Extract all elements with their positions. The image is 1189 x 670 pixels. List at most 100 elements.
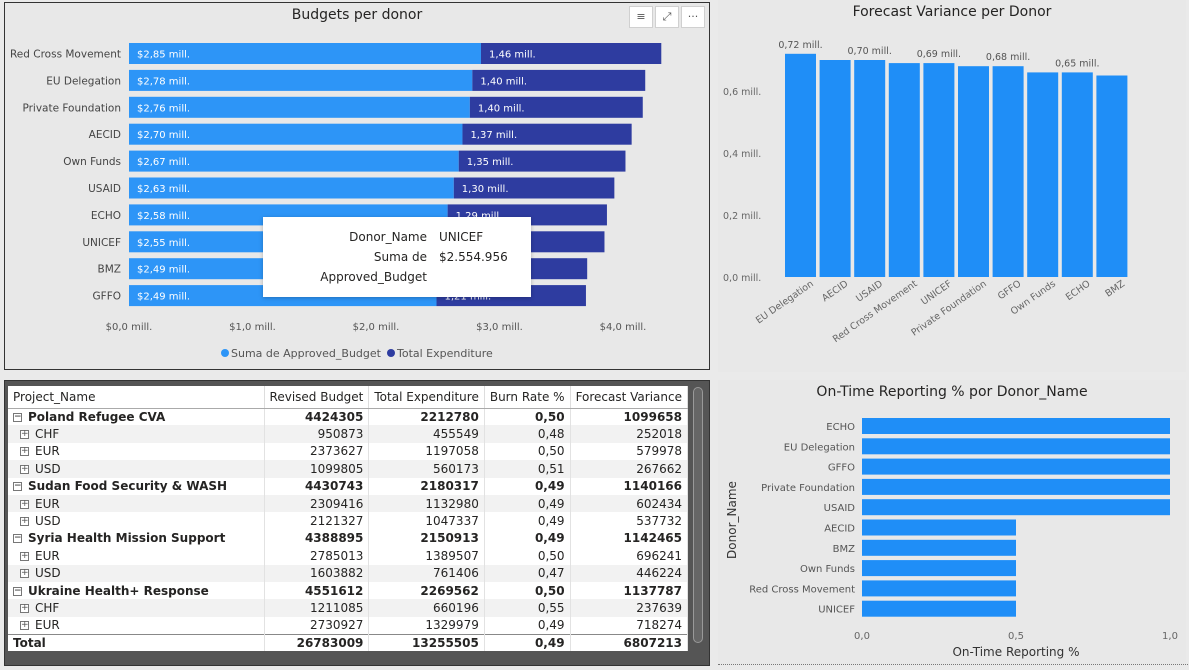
on-time-bar [862,600,1016,617]
cell-text: 1099805 [309,461,364,476]
cell-burn-rate: 0,55 [484,599,571,617]
cell-text: 1132980 [425,496,479,511]
currency-sub-row[interactable]: + USD 1603882 761406 0,47 446224 [8,564,689,582]
y-tick-label: 0,6 mill. [723,87,761,98]
column-header-forecast-variance[interactable]: Forecast Variance [570,386,689,409]
cell-text: CHF [35,600,60,615]
cell-forecast-variance: 718274 [570,616,689,635]
cell-text: 1047337 [425,514,479,529]
forecast-bar [1096,75,1128,277]
approved-data-label: $2,67 mill. [137,157,190,168]
column-header-revised-budget[interactable]: Revised Budget [264,386,370,409]
y-tick-label: 0,0 mill. [723,273,761,284]
expand-icon[interactable]: + [20,429,29,440]
expand-icon[interactable]: + [20,446,29,457]
collapse-icon[interactable]: − [13,411,22,422]
category-label: Private Foundation [761,483,855,494]
matrix-scrollbar[interactable] [693,387,703,643]
cell-revised-budget: 4551612 [264,581,370,600]
matrix-table: Project_Name Revised Budget Total Expend… [8,386,689,652]
total-row[interactable]: Total 26783009 13255505 0,49 6807213 [8,633,689,652]
cell-text: 1329979 [425,618,479,633]
more-options-icon[interactable]: ··· [681,6,705,28]
currency-sub-row[interactable]: + EUR 2730927 1329979 0,49 718274 [8,616,689,635]
cell-text: 4430743 [304,479,364,494]
cell-burn-rate: 0,48 [484,425,571,443]
cell-forecast-variance: 537732 [570,512,689,530]
on-time-bar [862,539,1016,556]
expenditure-data-label: 1,40 mill. [478,103,525,114]
currency-sub-row[interactable]: + USD 1099805 560173 0,51 267662 [8,460,689,478]
cell-text: 4551612 [304,583,364,598]
cell-burn-rate: 0,49 [484,494,571,513]
y-tick-label: 0,4 mill. [723,149,761,160]
cell-project-name: + CHF [8,599,265,617]
approved-budget-bar [129,150,459,172]
currency-sub-row[interactable]: + EUR 2373627 1197058 0,50 579978 [8,442,689,461]
forecast-bar [888,63,920,277]
cell-forecast-variance: 252018 [570,425,689,443]
currency-sub-row[interactable]: + EUR 2309416 1132980 0,49 602434 [8,494,689,513]
column-header-project-name[interactable]: Project_Name [8,386,265,409]
forecast-data-label: 0,65 mill. [1055,58,1099,69]
focus-mode-icon[interactable]: ⤢ [655,6,679,28]
project-group-row[interactable]: − Sudan Food Security & WASH 4430743 218031… [8,477,689,495]
legend-marker-expenditure [387,349,395,357]
collapse-icon[interactable]: − [13,533,22,544]
currency-sub-row[interactable]: + EUR 2785013 1389507 0,50 696241 [8,547,689,565]
cell-text: USD [35,461,61,476]
project-group-row[interactable]: − Ukraine Health+ Response 4551612 2269562 0… [8,581,689,600]
legend-label-expenditure: Total Expenditure [396,347,493,360]
cell-total-expenditure: 1389507 [368,547,485,565]
expand-icon[interactable]: + [20,568,29,579]
collapse-icon[interactable]: − [13,481,22,492]
cell-text: 579978 [636,444,682,459]
expand-icon[interactable]: + [20,550,29,561]
budgets-per-donor-visual[interactable]: Budgets per donor ≡ ⤢ ··· Red Cross Move… [4,2,710,370]
approved-data-label: $2,76 mill. [137,103,190,114]
expenditure-data-label: 1,21 mill. [445,292,492,303]
expand-icon[interactable]: + [20,463,29,474]
expand-icon[interactable]: + [20,516,29,527]
cell-project-name: + CHF [8,425,265,443]
expenditure-data-label: 1,40 mill. [480,76,527,87]
on-time-reporting-visual[interactable]: On-Time Reporting % por Donor_Name ECHO E… [718,380,1186,664]
budgets-chart-title: Budgets per donor [291,7,423,23]
expand-icon[interactable]: + [20,620,29,631]
cell-text: 0,55 [537,600,565,615]
cell-text: 2121327 [309,514,364,529]
forecast-bar-chart: 0,0 mill. 0,2 mill. 0,4 mill. 0,6 mill. 0,72… [723,40,1128,345]
currency-sub-row[interactable]: + USD 2121327 1047337 0,49 537732 [8,512,689,530]
cell-text: 1099658 [623,409,682,424]
collapse-icon[interactable]: − [13,585,22,596]
forecast-data-label: 0,68 mill. [986,52,1030,63]
cell-text: 4424305 [304,409,364,424]
expand-icon[interactable]: + [20,498,29,509]
expenditure-data-label: 1,46 mill. [489,50,536,61]
cell-forecast-variance: 6807213 [570,633,689,652]
forecast-data-label: 0,70 mill. [848,46,892,57]
cell-burn-rate: 0,50 [484,408,571,426]
project-group-row[interactable]: − Poland Refugee CVA 4424305 2212780 0,50 109… [8,408,689,426]
approved-budget-bar [129,69,473,91]
project-group-row[interactable]: − Syria Health Mission Support 4388895 2150… [8,529,689,548]
x-tick-label: 0,0 [854,631,870,642]
currency-sub-row[interactable]: + CHF 1211085 660196 0,55 237639 [8,599,689,617]
cell-revised-budget: 4388895 [264,529,370,548]
on-time-bar [862,478,1170,495]
currency-sub-row[interactable]: + CHF 950873 455549 0,48 252018 [8,425,689,443]
expand-icon[interactable]: + [20,602,29,613]
x-tick-label: $2,0 mill. [353,322,400,333]
cell-text: 455549 [433,427,479,442]
cell-text: Total [13,636,46,651]
forecast-chart-title: Forecast Variance per Donor [852,4,1052,20]
y-axis-title: Donor_Name [725,481,739,559]
cell-text: 252018 [636,427,682,442]
forecast-variance-visual[interactable]: Forecast Variance per Donor 0,0 mill. 0,2… [718,0,1186,372]
filter-icon[interactable]: ≡ [629,6,653,28]
cell-text: 0,49 [537,618,565,633]
x-category-label: BMZ [1103,278,1127,299]
column-header-burn-rate[interactable]: Burn Rate % [484,386,571,409]
cell-project-name: + EUR [8,442,265,461]
column-header-total-expenditure[interactable]: Total Expenditure [368,386,485,409]
